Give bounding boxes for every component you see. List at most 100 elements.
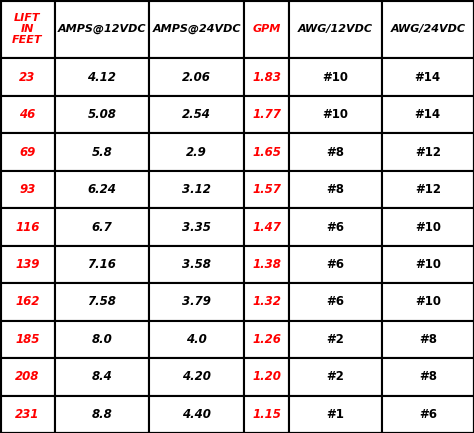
Bar [382, 96, 474, 133]
Text: 2.9: 2.9 [186, 145, 207, 158]
Text: #12: #12 [415, 145, 441, 158]
Bar [55, 58, 149, 96]
Bar [244, 0, 289, 58]
Bar [0, 358, 55, 396]
Bar [244, 171, 289, 208]
Text: 162: 162 [15, 295, 39, 308]
Text: 8.4: 8.4 [91, 370, 112, 383]
Bar [244, 396, 289, 433]
Bar [55, 96, 149, 133]
Text: #14: #14 [415, 71, 441, 84]
Text: 8.0: 8.0 [91, 333, 112, 346]
Text: 8.8: 8.8 [91, 408, 112, 421]
Bar [55, 0, 149, 58]
Bar [289, 58, 382, 96]
Text: #6: #6 [327, 220, 344, 233]
Bar [149, 208, 244, 246]
Text: AWG/12VDC: AWG/12VDC [298, 24, 373, 34]
Bar [382, 171, 474, 208]
Bar [244, 283, 289, 320]
Text: #2: #2 [327, 333, 344, 346]
Bar [289, 396, 382, 433]
Text: AMPS@24VDC: AMPS@24VDC [153, 24, 241, 34]
Bar [382, 396, 474, 433]
Text: 1.83: 1.83 [252, 71, 281, 84]
Bar [289, 358, 382, 396]
Bar [149, 133, 244, 171]
Text: #8: #8 [327, 145, 344, 158]
Bar [289, 96, 382, 133]
Text: 3.35: 3.35 [182, 220, 211, 233]
Bar [289, 133, 382, 171]
Text: 69: 69 [19, 145, 36, 158]
Text: 3.58: 3.58 [182, 258, 211, 271]
Text: 5.8: 5.8 [91, 145, 112, 158]
Text: #14: #14 [415, 108, 441, 121]
Bar [0, 133, 55, 171]
Bar [244, 96, 289, 133]
Text: #10: #10 [415, 220, 441, 233]
Text: 3.79: 3.79 [182, 295, 211, 308]
Bar [0, 208, 55, 246]
Bar [149, 320, 244, 358]
Bar [55, 320, 149, 358]
Bar [382, 246, 474, 283]
Text: 185: 185 [15, 333, 39, 346]
Text: 1.15: 1.15 [252, 408, 281, 421]
Text: 139: 139 [15, 258, 39, 271]
Bar [244, 208, 289, 246]
Text: 1.20: 1.20 [252, 370, 281, 383]
Bar [382, 208, 474, 246]
Bar [0, 320, 55, 358]
Text: 4.40: 4.40 [182, 408, 211, 421]
Text: #8: #8 [419, 370, 437, 383]
Bar [244, 246, 289, 283]
Text: 93: 93 [19, 183, 36, 196]
Text: 3.12: 3.12 [182, 183, 211, 196]
Text: AWG/24VDC: AWG/24VDC [390, 24, 465, 34]
Bar [149, 96, 244, 133]
Bar [382, 320, 474, 358]
Bar [382, 283, 474, 320]
Bar [244, 133, 289, 171]
Text: 1.77: 1.77 [252, 108, 281, 121]
Bar [0, 58, 55, 96]
Bar [149, 283, 244, 320]
Text: #12: #12 [415, 183, 441, 196]
Text: 231: 231 [15, 408, 39, 421]
Bar [55, 208, 149, 246]
Text: 1.57: 1.57 [252, 183, 281, 196]
Text: #2: #2 [327, 370, 344, 383]
Text: #6: #6 [327, 258, 344, 271]
Bar [0, 96, 55, 133]
Text: 4.12: 4.12 [88, 71, 116, 84]
Text: LIFT
IN
FEET: LIFT IN FEET [12, 13, 43, 45]
Text: 7.16: 7.16 [88, 258, 116, 271]
Bar [149, 171, 244, 208]
Bar [55, 283, 149, 320]
Bar [0, 171, 55, 208]
Bar [289, 0, 382, 58]
Text: 1.32: 1.32 [252, 295, 281, 308]
Text: 4.0: 4.0 [186, 333, 207, 346]
Text: 5.08: 5.08 [88, 108, 116, 121]
Text: #10: #10 [415, 258, 441, 271]
Text: #1: #1 [327, 408, 344, 421]
Bar [0, 283, 55, 320]
Text: 1.26: 1.26 [252, 333, 281, 346]
Text: 46: 46 [19, 108, 36, 121]
Text: 6.7: 6.7 [91, 220, 112, 233]
Text: #10: #10 [322, 108, 348, 121]
Text: #10: #10 [415, 295, 441, 308]
Text: 1.65: 1.65 [252, 145, 281, 158]
Text: #10: #10 [322, 71, 348, 84]
Text: #8: #8 [419, 333, 437, 346]
Text: 7.58: 7.58 [88, 295, 116, 308]
Text: 23: 23 [19, 71, 36, 84]
Text: 208: 208 [15, 370, 39, 383]
Text: #6: #6 [327, 295, 344, 308]
Bar [289, 283, 382, 320]
Bar [382, 0, 474, 58]
Bar [55, 133, 149, 171]
Bar [244, 320, 289, 358]
